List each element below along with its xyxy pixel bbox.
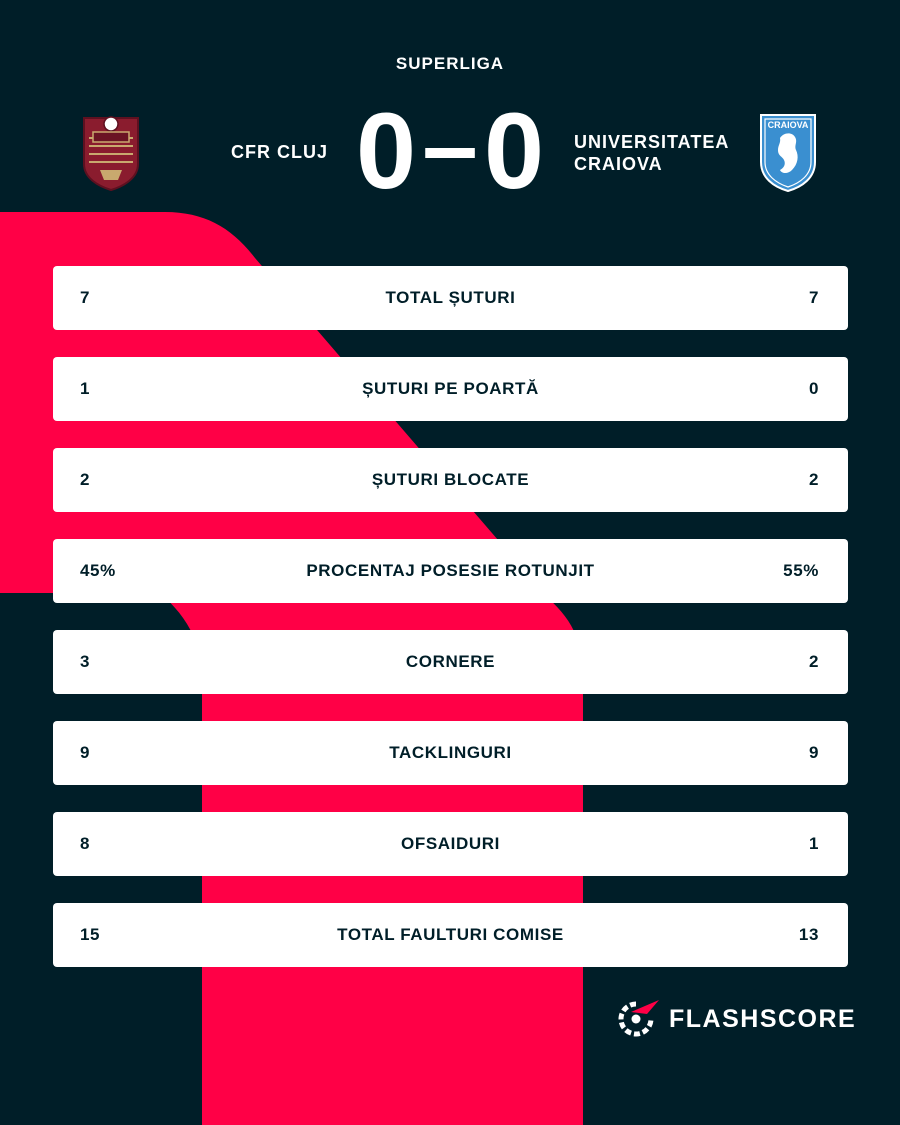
stat-label: TOTAL ȘUTURI bbox=[385, 288, 516, 307]
home-team-name: CFR CLUJ bbox=[231, 142, 328, 162]
stat-row: ȘUTURI PE POARTĂ 1 0 bbox=[53, 357, 848, 421]
stat-row: ȘUTURI BLOCATE 2 2 bbox=[53, 448, 848, 512]
stat-row: CORNERE 3 2 bbox=[53, 630, 848, 694]
stat-away-value: 9 bbox=[808, 743, 819, 762]
stat-home-value: 3 bbox=[80, 652, 91, 671]
stat-away-value: 13 bbox=[798, 925, 819, 944]
stat-label: TACKLINGURI bbox=[389, 743, 512, 762]
flashscore-logo-icon bbox=[618, 1000, 659, 1037]
stat-row: TACKLINGURI 9 9 bbox=[53, 721, 848, 785]
stat-home-value: 9 bbox=[80, 743, 91, 762]
scoreboard: 0 – 0 bbox=[356, 108, 544, 194]
stat-home-value: 2 bbox=[80, 470, 91, 489]
stat-label: ȘUTURI BLOCATE bbox=[371, 470, 530, 489]
stat-row: OFSAIDURI 8 1 bbox=[53, 812, 848, 876]
stat-label: ȘUTURI PE POARTĂ bbox=[362, 379, 539, 398]
stat-away-value: 2 bbox=[808, 470, 819, 489]
home-score: 0 bbox=[356, 108, 416, 194]
stat-home-value: 7 bbox=[80, 288, 91, 307]
stat-away-value: 55% bbox=[783, 561, 819, 580]
stat-home-value: 15 bbox=[80, 925, 101, 944]
stat-home-value: 45% bbox=[80, 561, 116, 580]
stat-away-value: 1 bbox=[808, 834, 819, 853]
stat-home-value: 8 bbox=[80, 834, 91, 853]
craiova-crest-text: CRAIOVA bbox=[768, 120, 809, 130]
stat-away-value: 0 bbox=[808, 379, 819, 398]
stat-label: PROCENTAJ POSESIE ROTUNJIT bbox=[306, 561, 595, 580]
stat-home-value: 1 bbox=[80, 379, 91, 398]
universitatea-craiova-crest-icon: CRAIOVA bbox=[760, 114, 816, 192]
away-score: 0 bbox=[484, 108, 544, 194]
stat-away-value: 7 bbox=[808, 288, 819, 307]
stat-row: TOTAL ȘUTURI 7 7 bbox=[53, 266, 848, 330]
stat-away-value: 2 bbox=[808, 652, 819, 671]
stat-label: TOTAL FAULTURI COMISE bbox=[337, 925, 564, 944]
cfr-cluj-crest-icon bbox=[83, 116, 139, 192]
stat-row: TOTAL FAULTURI COMISE 15 13 bbox=[53, 903, 848, 967]
stat-row: PROCENTAJ POSESIE ROTUNJIT 45% 55% bbox=[53, 539, 848, 603]
brand-name: FLASHSCORE bbox=[669, 1005, 857, 1033]
away-team-name: UNIVERSITATEA CRAIOVA bbox=[574, 132, 730, 174]
stat-label: CORNERE bbox=[405, 652, 496, 671]
stat-label: OFSAIDURI bbox=[401, 834, 500, 853]
score-separator: – bbox=[422, 108, 478, 194]
league-title: SUPERLIGA bbox=[395, 54, 505, 73]
